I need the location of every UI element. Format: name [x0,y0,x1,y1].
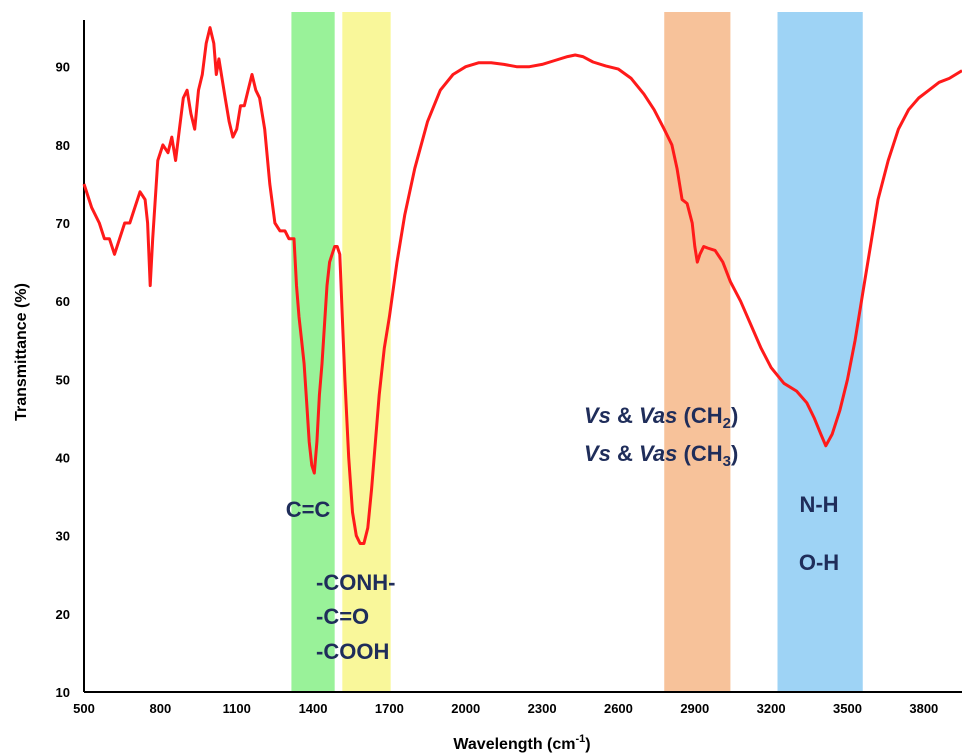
y-axis-title: Transmittance (%) [13,283,30,421]
x-tick-2900: 2900 [680,701,709,716]
band-1 [291,12,335,692]
annotation-ch2: Vs & Vas (CH2) [584,403,738,432]
x-axis-title: Wavelength (cm-1) [453,733,590,753]
x-tick-labels: 500 800 1100 1400 1700 2000 2300 2600 2900 3200 35… [73,701,938,716]
x-tick-1700: 1700 [375,701,404,716]
y-tick-labels: 10 20 30 40 50 60 70 80 90 [56,60,70,700]
y-tick-90: 90 [56,60,70,75]
x-tick-1100: 1100 [223,701,251,716]
y-tick-60: 60 [56,294,70,309]
y-tick-50: 50 [56,372,70,387]
annotation-oh: O-H [799,550,839,575]
y-tick-40: 40 [56,451,70,466]
band-4 [777,12,863,692]
annotation-co: -C=O [316,604,369,629]
x-tick-1400: 1400 [299,701,328,716]
annotation-ch3: Vs & Vas (CH3) [584,441,738,470]
band-3 [664,12,731,692]
annotation-cooh: -COOH [316,639,389,664]
y-tick-10: 10 [56,685,70,700]
x-tick-500: 500 [73,701,95,716]
x-tick-800: 800 [149,701,171,716]
annotation-nh: N-H [799,492,838,517]
annotation-cc: C=C [286,497,331,522]
x-tick-2600: 2600 [604,701,633,716]
axes [83,20,962,693]
x-tick-3200: 3200 [757,701,786,716]
x-tick-2300: 2300 [528,701,557,716]
x-tick-3500: 3500 [833,701,862,716]
annotation-conh: -CONH- [316,570,395,595]
spectrum-line [82,26,962,545]
y-tick-20: 20 [56,607,70,622]
y-tick-80: 80 [56,138,70,153]
x-tick-3800: 3800 [909,701,938,716]
x-tick-2000: 2000 [451,701,480,716]
y-tick-30: 30 [56,529,70,544]
y-tick-70: 70 [56,216,70,231]
